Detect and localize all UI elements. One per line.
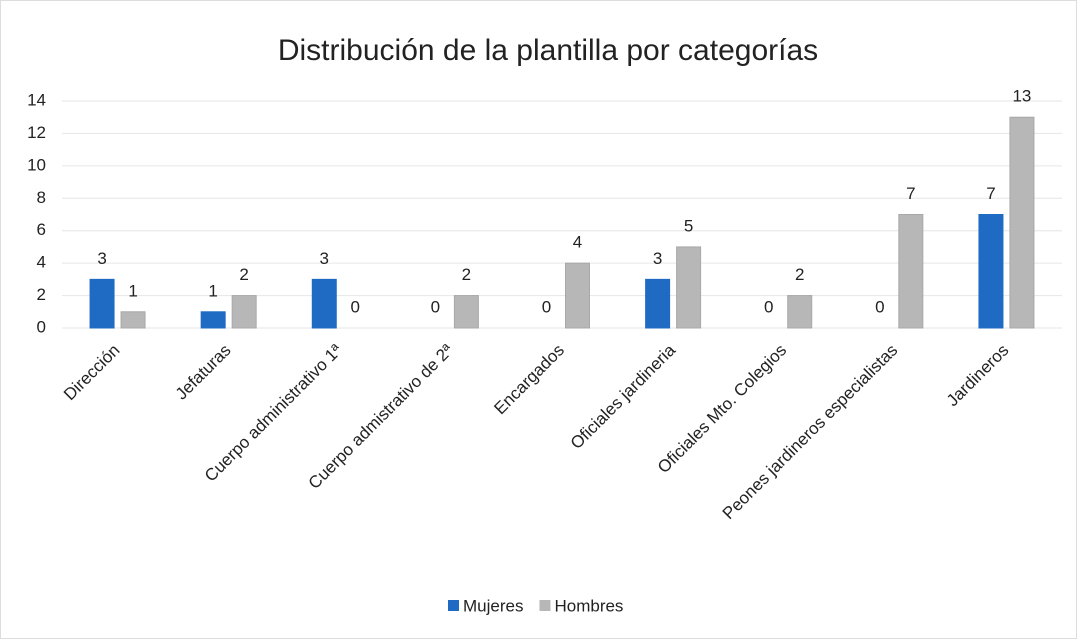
y-tick-label: 2 (37, 285, 46, 304)
legend-swatch (539, 600, 551, 611)
legend-label: Hombres (554, 596, 623, 615)
legend-swatch (448, 600, 459, 611)
y-tick-label: 8 (37, 188, 46, 207)
y-tick-label: 0 (37, 317, 46, 336)
data-label: 7 (906, 184, 915, 203)
data-label: 13 (1012, 87, 1031, 106)
y-tick-label: 6 (37, 220, 46, 239)
data-label: 0 (542, 297, 551, 316)
y-tick-label: 4 (37, 253, 46, 272)
bar (231, 295, 257, 329)
chart-title: Distribución de la plantilla por categor… (278, 34, 818, 67)
data-label: 1 (128, 281, 137, 300)
bar (645, 278, 671, 329)
bar (120, 311, 146, 329)
data-label: 0 (351, 297, 360, 316)
y-tick-label: 12 (27, 123, 46, 142)
data-label: 3 (97, 249, 106, 268)
data-label: 7 (986, 184, 995, 203)
data-label: 3 (653, 249, 662, 268)
data-label: 2 (462, 265, 471, 284)
bar (898, 214, 924, 329)
data-label: 3 (320, 249, 329, 268)
bar (200, 311, 226, 329)
bar (89, 278, 115, 329)
data-label: 5 (684, 216, 693, 235)
data-label: 0 (764, 297, 773, 316)
data-label: 0 (431, 297, 440, 316)
legend-label: Mujeres (463, 596, 523, 615)
data-label: 0 (875, 297, 884, 316)
bar (787, 295, 813, 329)
bar (1009, 116, 1035, 329)
bar (453, 295, 479, 329)
data-label: 2 (239, 265, 248, 284)
bar (311, 278, 337, 329)
y-tick-label: 10 (27, 155, 46, 174)
data-label: 1 (208, 281, 217, 300)
bar (565, 262, 590, 329)
bar (676, 246, 702, 329)
data-label: 2 (795, 265, 804, 284)
bar (978, 214, 1004, 329)
data-label: 4 (573, 233, 582, 252)
y-tick-label: 14 (27, 90, 46, 109)
